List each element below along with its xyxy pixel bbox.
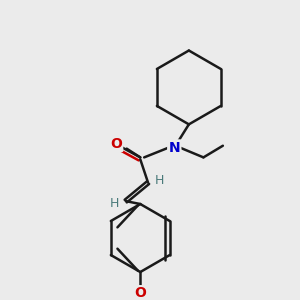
- Text: N: N: [169, 141, 180, 155]
- Text: H: H: [110, 196, 119, 210]
- Text: O: O: [110, 137, 122, 151]
- Text: H: H: [155, 174, 164, 187]
- Text: O: O: [134, 286, 146, 300]
